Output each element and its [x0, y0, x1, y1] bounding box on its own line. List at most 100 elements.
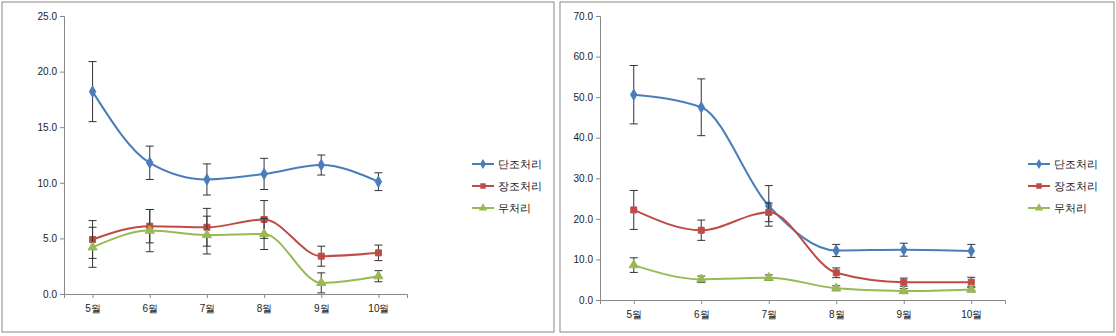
error-bar-cap — [260, 189, 268, 190]
y-tick-label: 20.0 — [38, 66, 58, 77]
y-tick-label: 15.0 — [38, 122, 58, 133]
x-tick-label: 9월 — [896, 309, 912, 320]
error-bar — [697, 79, 705, 136]
x-tick: 8월 — [257, 294, 273, 314]
error-bar-cap — [697, 135, 705, 136]
x-tick-mark — [264, 294, 265, 298]
error-bar — [967, 244, 975, 257]
error-bar-cap — [832, 267, 840, 268]
y-tick-label: 10.0 — [574, 254, 594, 265]
x-tick: 5월 — [626, 300, 642, 320]
y-tick: 30.0 — [574, 173, 600, 184]
error-bar-cap — [260, 158, 268, 159]
error-bar — [697, 220, 705, 240]
series-marker — [375, 176, 381, 187]
x-tick: 10월 — [368, 294, 389, 314]
series-marker — [764, 272, 773, 280]
error-bar-cap — [374, 172, 382, 173]
y-tick-mark — [596, 259, 600, 260]
series-marker — [833, 270, 839, 276]
legend-label: 장조처리 — [1054, 180, 1098, 193]
legend-label: 무처리 — [1054, 202, 1087, 215]
series-marker — [88, 242, 97, 250]
error-bar-cap — [317, 292, 325, 293]
error-bar-cap — [630, 123, 638, 124]
chart-panel: 0.05.010.015.020.025.05월6월7월8월9월10월단조처리장… — [2, 2, 554, 332]
series-marker — [967, 284, 976, 292]
x-tick-mark — [150, 294, 151, 298]
x-tick: 8월 — [829, 300, 845, 320]
legend-marker — [1036, 183, 1041, 188]
error-bar-cap — [630, 272, 638, 273]
y-tick: 40.0 — [574, 132, 600, 143]
x-tick-label: 5월 — [85, 303, 101, 314]
y-tick-label: 60.0 — [574, 51, 594, 62]
plot-area — [629, 65, 976, 293]
y-tick-label: 40.0 — [574, 132, 594, 143]
y-tick-label: 0.0 — [579, 295, 593, 306]
error-bar-cap — [203, 216, 211, 217]
error-bar-cap — [203, 163, 211, 164]
y-tick-mark — [596, 57, 600, 58]
legend-marker — [480, 159, 486, 169]
error-bar-cap — [317, 272, 325, 273]
series-marker — [261, 168, 267, 179]
legend-item: 단조처리 — [1028, 158, 1098, 171]
error-bar — [317, 246, 325, 266]
y-axis: 0.05.010.015.020.025.0 — [38, 11, 65, 300]
error-bar-cap — [317, 155, 325, 156]
series-marker — [899, 286, 908, 294]
series-marker — [145, 225, 154, 233]
x-tick-mark — [701, 300, 702, 304]
error-bar-cap — [374, 245, 382, 246]
y-tick-mark — [60, 294, 64, 295]
y-tick-label: 10.0 — [38, 178, 58, 189]
y-tick-mark — [60, 183, 64, 184]
x-axis-line — [65, 295, 408, 299]
y-tick-label: 5.0 — [43, 233, 57, 244]
series-marker — [833, 245, 839, 256]
x-tick: 9월 — [314, 294, 330, 314]
error-bar-cap — [374, 281, 382, 282]
error-bar-cap — [630, 229, 638, 230]
panel-border — [560, 2, 1114, 332]
error-bar — [146, 146, 154, 179]
y-tick: 15.0 — [38, 122, 64, 133]
error-bar — [89, 227, 97, 267]
series-marker — [631, 89, 637, 100]
series-marker — [375, 250, 381, 256]
y-tick: 20.0 — [38, 66, 64, 77]
error-bar-cap — [697, 78, 705, 79]
y-tick: 20.0 — [574, 214, 600, 225]
x-tick-label: 10월 — [368, 303, 389, 314]
error-bar-cap — [89, 61, 97, 62]
y-tick: 10.0 — [574, 254, 600, 265]
x-tick: 5월 — [85, 294, 101, 314]
error-bar — [317, 273, 325, 293]
series-line — [93, 219, 379, 256]
x-tick: 6월 — [694, 300, 710, 320]
x-tick-mark — [378, 294, 379, 298]
y-tick: 60.0 — [574, 51, 600, 62]
series-line — [634, 210, 972, 282]
legend-marker — [480, 183, 485, 188]
x-tick-mark — [971, 300, 972, 304]
error-bar-cap — [203, 208, 211, 209]
y-axis-line — [60, 17, 65, 295]
error-bar — [203, 164, 211, 195]
series-marker — [697, 274, 706, 282]
error-bar-cap — [765, 203, 773, 204]
error-bar-cap — [374, 260, 382, 261]
x-tick-mark — [904, 300, 905, 304]
y-tick: 50.0 — [574, 92, 600, 103]
y-tick-mark — [596, 300, 600, 301]
chart-panel: 0.010.020.030.040.050.060.070.05월6월7월8월9… — [560, 2, 1114, 332]
error-bar-cap — [317, 266, 325, 267]
error-bar — [900, 243, 908, 256]
legend-marker — [1036, 159, 1042, 169]
error-bar — [765, 203, 773, 222]
series-marker — [204, 174, 210, 185]
y-axis: 0.010.020.030.040.050.060.070.0 — [574, 11, 601, 306]
error-bar — [374, 271, 382, 282]
series-marker — [766, 209, 772, 215]
